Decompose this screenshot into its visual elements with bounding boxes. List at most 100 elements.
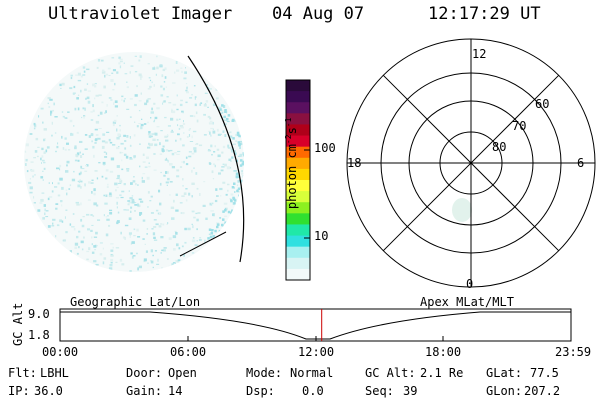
emission-pixel [87,100,91,104]
timeline-alt-min: 1.8 [28,328,50,342]
emission-pixel [138,198,142,201]
emission-pixel [205,217,208,220]
timeline-tick-label-0600: 06:00 [170,345,207,359]
emission-pixel [151,107,153,111]
emission-pixel [48,196,53,198]
emission-pixel [42,121,44,124]
emission-pixel [137,203,139,207]
emission-pixel [166,184,168,186]
emission-pixel [162,102,164,105]
emission-pixel [102,261,105,265]
colorbar-band [286,91,310,103]
observation-date: 04 Aug 07 [272,4,365,24]
emission-pixel [203,103,207,107]
emission-pixel [84,148,88,150]
emission-pixel [94,249,96,251]
emission-pixel [101,175,104,178]
emission-pixel [175,209,179,212]
emission-pixel [212,235,215,238]
emission-pixel [189,115,194,117]
emission-pixel [148,142,150,145]
emission-pixel [131,200,135,204]
emission-pixel [153,236,156,239]
emission-pixel [108,97,112,99]
emission-pixel [196,228,198,231]
emission-pixel [104,202,108,205]
emission-pixel [116,201,118,205]
emission-pixel [185,163,189,166]
emission-pixel [104,141,108,144]
emission-pixel [213,213,215,217]
emission-pixel [84,109,86,111]
emission-pixel [156,107,160,110]
emission-pixel [159,202,162,206]
emission-pixel [133,134,136,137]
emission-pixel [126,170,130,172]
emission-pixel [224,110,227,113]
emission-pixel [154,119,156,121]
emission-pixel [181,245,184,248]
emission-pixel [185,83,188,85]
emission-pixel [97,114,100,117]
emission-pixel [130,65,134,67]
emission-pixel [41,147,44,151]
emission-pixel [137,236,141,238]
emission-pixel [43,161,46,164]
emission-pixel [112,89,115,91]
emission-pixel [164,135,168,138]
emission-pixel [72,213,75,215]
emission-pixel [184,71,187,74]
emission-pixel [86,258,89,261]
emission-pixel [165,157,167,160]
emission-pixel [215,188,218,191]
emission-pixel [80,218,83,222]
emission-pixel [92,104,94,108]
emission-pixel [74,146,77,150]
emission-pixel [225,193,228,196]
emission-pixel [57,194,61,197]
emission-pixel [121,263,125,266]
observation-time: 12:17:29 UT [428,4,541,24]
emission-pixel [136,252,138,255]
emission-pixel [224,109,227,112]
emission-pixel [65,189,68,191]
glon-label: GLon: [486,384,523,398]
emission-pixel [115,261,118,263]
emission-pixel [172,103,177,106]
emission-pixel [151,81,153,84]
emission-pixel [130,210,132,213]
emission-pixel [143,123,147,125]
emission-pixel [76,97,79,100]
emission-pixel [179,103,183,107]
mlt-label-6: 6 [577,156,585,170]
emission-pixel [212,178,215,180]
emission-pixel [179,118,181,120]
emission-pixel [210,144,213,148]
emission-pixel [211,170,214,174]
emission-pixel [153,239,158,241]
emission-pixel [93,260,97,263]
emission-pixel [223,119,228,121]
emission-pixel [131,195,134,197]
emission-pixel [223,202,228,205]
emission-pixel [127,200,131,202]
emission-pixel [26,170,29,173]
emission-pixel [29,186,33,190]
emission-pixel [77,94,80,96]
emission-pixel [183,160,185,164]
emission-pixel [85,97,87,100]
door-value: Open [168,366,197,380]
emission-pixel [40,107,44,110]
emission-pixel [211,154,213,156]
emission-pixel [191,135,193,139]
emission-pixel [90,182,94,184]
emission-pixel [73,85,76,89]
emission-pixel [107,67,111,70]
emission-pixel [217,154,221,158]
emission-pixel [102,161,106,165]
emission-pixel [79,140,83,143]
emission-pixel [222,181,226,184]
altitude-curve [60,311,571,340]
emission-pixel [88,247,91,251]
emission-pixel [80,165,83,169]
